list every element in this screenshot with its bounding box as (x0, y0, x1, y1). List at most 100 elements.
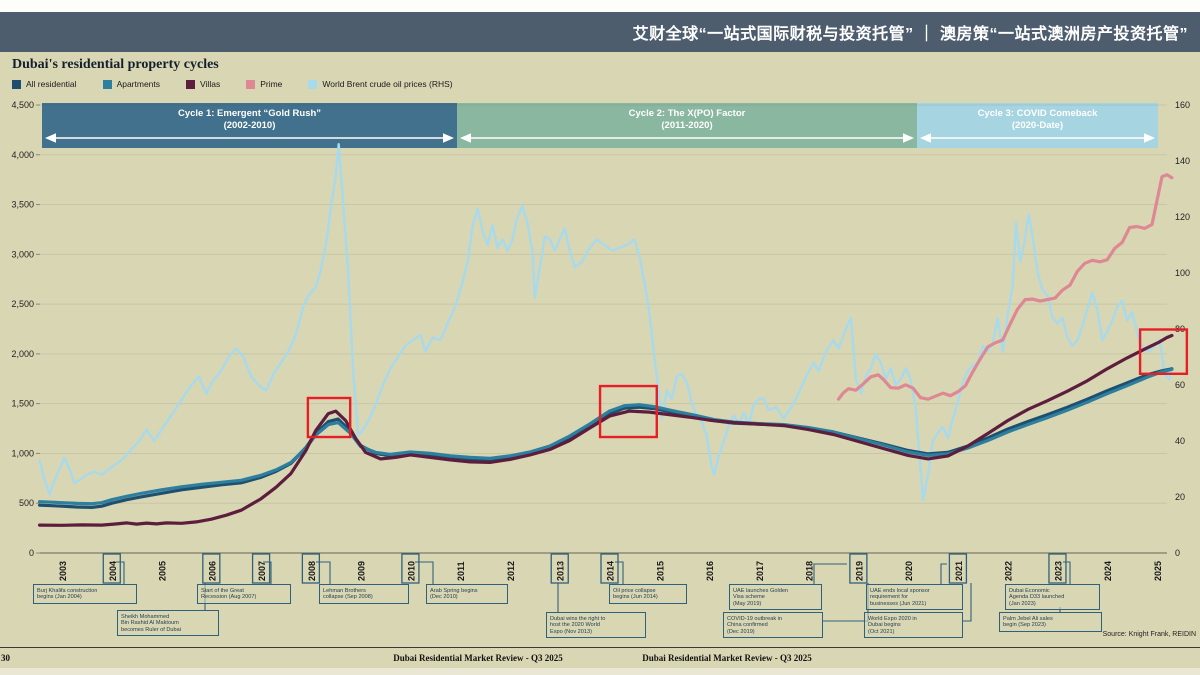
year-box (551, 554, 568, 583)
year-label: 2014 (606, 561, 616, 581)
right-axis-tick-label: 0 (1175, 548, 1180, 558)
annotation-box: Dubai wins the right to host the 2020 Wo… (546, 612, 646, 638)
left-axis-tick-label: 500 (19, 498, 34, 508)
cycle-banner: Cycle 2: The X(PO) Factor(2011-2020) (457, 103, 917, 148)
legend-label: Villas (200, 79, 220, 89)
right-axis-tick-label: 160 (1175, 100, 1190, 110)
series-line-prime (839, 175, 1172, 400)
annotation-box: Start of the Great Recession (Aug 2007) (197, 584, 291, 604)
annotation-connector (823, 583, 868, 621)
cycle-banner-title: Cycle 2: The X(PO) Factor (457, 108, 917, 120)
footer-review-title-right: Dubai Residential Market Review - Q3 202… (607, 653, 847, 663)
right-axis-tick-label: 120 (1175, 212, 1190, 222)
annotation-box: Arab Spring begins (Dec 2010) (426, 584, 508, 604)
bottom-strip (0, 668, 1200, 675)
highlight-box (1140, 329, 1187, 373)
year-box (1049, 554, 1066, 583)
year-label: 2005 (158, 561, 168, 581)
series-line-world-brent-crude-oil-prices-rhs- (40, 144, 1172, 500)
top-white-strip (0, 0, 1200, 12)
year-label: 2019 (854, 561, 864, 581)
legend-swatch (246, 80, 255, 89)
highlight-box (308, 398, 350, 437)
cycle-banner-title: Cycle 3: COVID Comeback (917, 108, 1158, 120)
annotation-box: World Expo 2020 in Dubai begins (Oct 202… (864, 612, 963, 638)
year-label: 2021 (954, 561, 964, 581)
right-axis-tick-label: 60 (1175, 380, 1185, 390)
year-label: 2007 (257, 561, 267, 581)
legend-item: Apartments (103, 79, 160, 89)
cycle-banner: Cycle 1: Emergent “Gold Rush”(2002-2010) (42, 103, 457, 148)
year-label: 2016 (705, 561, 715, 581)
annotation-box: Oil price collapse begins (Jun 2014) (609, 584, 687, 604)
page-number: 30 (1, 653, 10, 663)
annotation-box: Lehman Brothers collapse (Sep 2008) (319, 584, 409, 604)
annotation-connector (963, 583, 971, 621)
annotation-connector (415, 562, 433, 584)
right-axis-tick-label: 100 (1175, 268, 1190, 278)
year-label: 2010 (406, 561, 416, 581)
right-axis-tick-label: 140 (1175, 156, 1190, 166)
year-label: 2025 (1153, 561, 1163, 581)
left-axis-tick-label: 2,000 (11, 349, 34, 359)
year-label: 2022 (1004, 561, 1014, 581)
legend-label: Prime (260, 79, 282, 89)
property-cycles-chart: 05001,0001,5002,0002,5003,0003,5004,0004… (0, 0, 1200, 675)
year-label: 2006 (207, 561, 217, 581)
annotation-connector (814, 564, 847, 584)
right-axis-tick-label: 80 (1175, 324, 1185, 334)
left-axis-tick-label: 3,500 (11, 200, 34, 210)
legend-swatch (103, 80, 112, 89)
year-box (850, 554, 867, 583)
cycle-banner: Cycle 3: COVID Comeback(2020-Date) (917, 103, 1158, 148)
cycle-banner-arrow (42, 131, 457, 145)
chart-title: Dubai's residential property cycles (12, 57, 219, 73)
right-axis-tick-label: 20 (1175, 492, 1185, 502)
year-label: 2012 (506, 561, 516, 581)
left-axis-tick-label: 2,500 (11, 299, 34, 309)
annotation-box: COVID-19 outbreak in China confirmed (De… (723, 612, 823, 638)
source-note: Source: Knight Frank, REIDIN (1103, 631, 1196, 638)
year-label: 2024 (1103, 561, 1113, 581)
legend-item: Villas (186, 79, 220, 89)
legend-item: World Brent crude oil prices (RHS) (308, 79, 452, 89)
annotation-connector (1063, 562, 1070, 584)
legend-swatch (186, 80, 195, 89)
year-box (203, 554, 220, 583)
year-label: 2011 (456, 561, 466, 581)
series-line-villas (40, 336, 1172, 526)
annotation-connector (263, 562, 271, 584)
legend-label: World Brent crude oil prices (RHS) (322, 79, 452, 89)
annotation-connector (615, 562, 623, 584)
chart-legend: All residential Apartments Villas Prime Worl… (12, 79, 453, 89)
year-label: 2008 (307, 561, 317, 581)
year-label: 2017 (755, 561, 765, 581)
legend-swatch (308, 80, 317, 89)
cycle-banner-arrow (457, 131, 917, 145)
series-line-all-residential (40, 369, 1172, 508)
year-box (949, 554, 966, 583)
highlight-box (600, 386, 657, 437)
footer-divider (0, 647, 1200, 648)
left-axis-tick-label: 1,500 (11, 399, 34, 409)
year-label: 2013 (556, 561, 566, 581)
year-label: 2015 (655, 561, 665, 581)
year-label: 2003 (58, 561, 68, 581)
annotation-box: Dubai Economic Agenda D33 launched (Jan … (1005, 584, 1100, 610)
year-label: 2009 (357, 561, 367, 581)
annotation-connector (941, 564, 947, 584)
header-bar: 艾财全球“一站式国际财税与投资托管” ｜ 澳房策“一站式澳洲房产投资托管” (0, 12, 1200, 52)
year-box (302, 554, 319, 583)
year-box (601, 554, 618, 583)
year-label: 2020 (904, 561, 914, 581)
legend-item: All residential (12, 79, 77, 89)
left-axis-tick-label: 3,000 (11, 249, 34, 259)
year-label: 2023 (1053, 561, 1063, 581)
annotation-connector (316, 562, 330, 584)
legend-label: All residential (26, 79, 77, 89)
legend-item: Prime (246, 79, 282, 89)
legend-swatch (12, 80, 21, 89)
cycle-banner-arrow (917, 131, 1158, 145)
left-axis-tick-label: 4,000 (11, 150, 34, 160)
year-label: 2018 (805, 561, 815, 581)
